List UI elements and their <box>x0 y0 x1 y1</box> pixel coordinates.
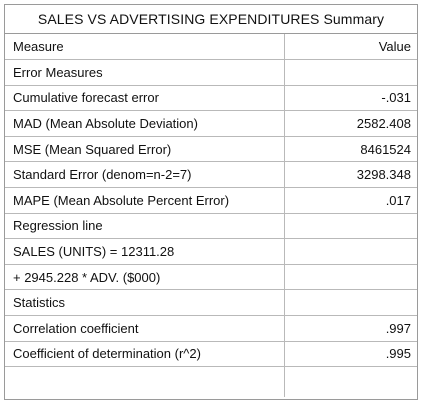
measure-cell: Coefficient of determination (r^2) <box>5 341 285 368</box>
table-row: Coefficient of determination (r^2) .995 <box>5 341 417 368</box>
table-row: Standard Error (denom=n-2=7) 3298.348 <box>5 161 417 189</box>
value-column-header: Value <box>284 34 417 61</box>
value-cell <box>284 289 417 317</box>
measure-cell: MSE (Mean Squared Error) <box>5 136 285 163</box>
value-cell <box>284 59 417 86</box>
table-row: MAPE (Mean Absolute Percent Error) .017 <box>5 187 417 214</box>
value-cell: 8461524 <box>284 136 417 163</box>
value-cell: .995 <box>284 341 417 368</box>
summary-title: SALES VS ADVERTISING EXPENDITURES Summar… <box>5 5 417 34</box>
table-row: Correlation coefficient .997 <box>5 315 417 342</box>
summary-table: Measure Value Error Measures Cumulative … <box>5 34 417 397</box>
measure-cell <box>5 366 285 397</box>
measure-cell: + 2945.228 * ADV. ($000) <box>5 264 285 291</box>
table-row: Cumulative forecast error -.031 <box>5 85 417 112</box>
measure-cell: Correlation coefficient <box>5 315 285 342</box>
measure-cell: Statistics <box>5 289 285 317</box>
value-cell: .017 <box>284 187 417 214</box>
measure-cell: Error Measures <box>5 59 285 86</box>
value-cell <box>284 238 417 265</box>
value-cell <box>284 367 417 397</box>
table-row: Error Measures <box>5 59 417 86</box>
table-row: Statistics <box>5 289 417 317</box>
table-row: MSE (Mean Squared Error) 8461524 <box>5 136 417 163</box>
value-cell <box>284 213 417 240</box>
value-cell: .997 <box>284 315 417 342</box>
value-cell <box>284 264 417 291</box>
table-row: MAD (Mean Absolute Deviation) 2582.408 <box>5 110 417 137</box>
table-row <box>5 366 417 397</box>
measure-cell: Cumulative forecast error <box>5 85 285 112</box>
value-cell: 3298.348 <box>284 161 417 189</box>
table-row: SALES (UNITS) = 12311.28 <box>5 238 417 265</box>
header-row: Measure Value <box>5 34 417 61</box>
measure-cell: Regression line <box>5 213 285 240</box>
value-cell: 2582.408 <box>284 110 417 137</box>
measure-column-header: Measure <box>5 34 285 61</box>
measure-cell: MAPE (Mean Absolute Percent Error) <box>5 187 285 214</box>
table-row: + 2945.228 * ADV. ($000) <box>5 264 417 291</box>
measure-cell: MAD (Mean Absolute Deviation) <box>5 110 285 137</box>
summary-panel: SALES VS ADVERTISING EXPENDITURES Summar… <box>4 4 418 400</box>
measure-cell: SALES (UNITS) = 12311.28 <box>5 238 285 265</box>
table-row: Regression line <box>5 213 417 240</box>
measure-cell: Standard Error (denom=n-2=7) <box>5 161 285 189</box>
value-cell: -.031 <box>284 85 417 112</box>
